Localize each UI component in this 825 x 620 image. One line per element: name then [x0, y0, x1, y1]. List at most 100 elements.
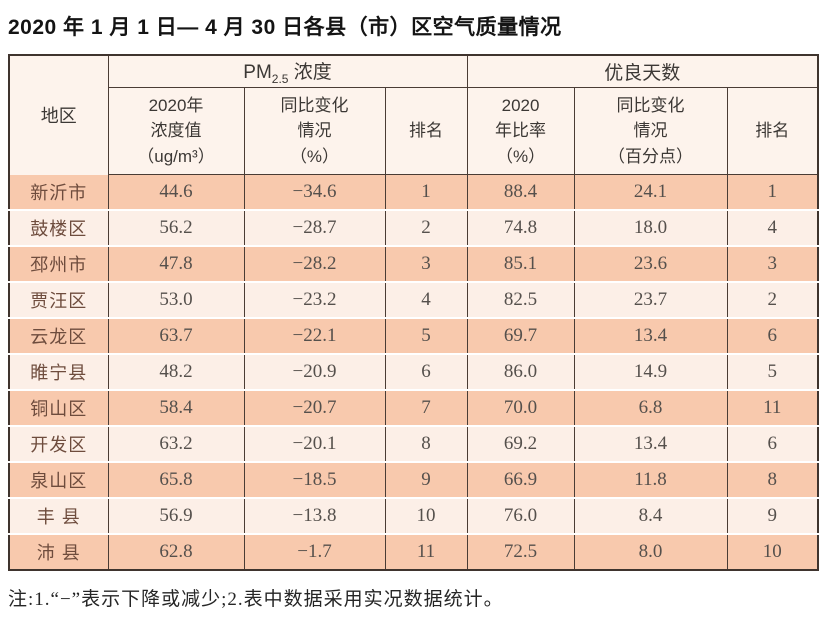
good-change-cell: 24.1 [573, 174, 728, 210]
good-rank-cell: 2 [726, 282, 819, 318]
table-row: 云龙区 63.7 −22.1 5 69.7 13.4 6 [8, 318, 819, 354]
good-rate-cell: 76.0 [466, 498, 575, 534]
region-cell: 睢宁县 [8, 354, 109, 390]
col-group-good-days: 优良天数 [466, 55, 819, 88]
table-row: 开发区 63.2 −20.1 8 69.2 13.4 6 [8, 426, 819, 462]
pm-change-cell: −22.1 [243, 318, 386, 354]
pm-rank-cell: 7 [384, 390, 468, 426]
pm25-label-subscript: 2.5 [271, 71, 289, 86]
pm-rank-cell: 10 [384, 498, 468, 534]
good-rate-cell: 66.9 [466, 462, 575, 498]
pm-value-cell: 44.6 [107, 174, 245, 210]
page-title: 2020 年 1 月 1 日— 4 月 30 日各县（市）区空气质量情况 [8, 16, 562, 39]
air-quality-table: 地区 PM2.5 浓度 优良天数 2020年 浓度值 （ug/m³） 同比变化 … [8, 54, 820, 571]
col-header-region: 地区 [8, 55, 109, 175]
pm-rank-cell: 11 [384, 534, 468, 570]
good-rate-cell: 88.4 [466, 174, 575, 210]
pm-change-cell: −13.8 [243, 498, 386, 534]
table-body: 新沂市 44.6 −34.6 1 88.4 24.1 1 鼓楼区 56.2 −28.7 2 74.8 1… [8, 174, 819, 570]
pm-rank-cell: 5 [384, 318, 468, 354]
pm-value-cell: 58.4 [107, 390, 245, 426]
col-header-pm-value: 2020年 浓度值 （ug/m³） [107, 87, 245, 175]
good-rank-cell: 10 [726, 534, 819, 570]
good-rank-cell: 5 [726, 354, 819, 390]
region-cell: 泉山区 [8, 462, 109, 498]
pm-rank-cell: 8 [384, 426, 468, 462]
pm25-label-rest: 浓度 [288, 62, 332, 84]
good-rate-cell: 72.5 [466, 534, 575, 570]
good-change-cell: 14.9 [573, 354, 728, 390]
good-rank-cell: 11 [726, 390, 819, 426]
col-header-good-rank: 排名 [726, 87, 819, 175]
region-cell: 云龙区 [8, 318, 109, 354]
pm-value-cell: 62.8 [107, 534, 245, 570]
region-cell: 邳州市 [8, 246, 109, 282]
table-row: 睢宁县 48.2 −20.9 6 86.0 14.9 5 [8, 354, 819, 390]
pm-rank-cell: 9 [384, 462, 468, 498]
pm-rank-cell: 2 [384, 210, 468, 246]
pm-change-cell: −20.7 [243, 390, 386, 426]
good-change-cell: 8.0 [573, 534, 728, 570]
region-cell: 沛 县 [8, 534, 109, 570]
group-header-row: 地区 PM2.5 浓度 优良天数 [8, 55, 819, 175]
region-cell: 新沂市 [8, 174, 109, 210]
good-rate-cell: 69.2 [466, 426, 575, 462]
good-rate-cell: 70.0 [466, 390, 575, 426]
pm-rank-cell: 1 [384, 174, 468, 210]
pm-change-cell: −28.7 [243, 210, 386, 246]
good-rank-cell: 6 [726, 426, 819, 462]
good-rate-cell: 85.1 [466, 246, 575, 282]
good-rank-cell: 1 [726, 174, 819, 210]
region-cell: 铜山区 [8, 390, 109, 426]
footnote: 注:1.“−”表示下降或减少;2.表中数据采用实况数据统计。 [8, 589, 504, 610]
table-row: 沛 县 62.8 −1.7 11 72.5 8.0 10 [8, 534, 819, 570]
region-cell: 鼓楼区 [8, 210, 109, 246]
pm-change-cell: −18.5 [243, 462, 386, 498]
pm-value-cell: 65.8 [107, 462, 245, 498]
col-header-good-change: 同比变化 情况 （百分点） [573, 87, 728, 175]
pm-value-cell: 48.2 [107, 354, 245, 390]
region-cell: 开发区 [8, 426, 109, 462]
sub-header-row: 2020年 浓度值 （ug/m³） 同比变化 情况 （%） 排名 2020 年比… [9, 87, 819, 175]
good-rank-cell: 3 [726, 246, 819, 282]
pm-value-cell: 56.9 [107, 498, 245, 534]
pm-change-cell: −1.7 [243, 534, 386, 570]
pm-change-cell: −28.2 [243, 246, 386, 282]
pm-change-cell: −20.1 [243, 426, 386, 462]
table-row: 泉山区 65.8 −18.5 9 66.9 11.8 8 [8, 462, 819, 498]
col-header-pm-change: 同比变化 情况 （%） [243, 87, 386, 175]
col-group-pm25: PM2.5 浓度 [107, 55, 468, 88]
table-row: 贾汪区 53.0 −23.2 4 82.5 23.7 2 [8, 282, 819, 318]
good-change-cell: 8.4 [573, 498, 728, 534]
good-change-cell: 13.4 [573, 426, 728, 462]
pm-change-cell: −20.9 [243, 354, 386, 390]
pm-change-cell: −34.6 [243, 174, 386, 210]
table-row: 新沂市 44.6 −34.6 1 88.4 24.1 1 [8, 174, 819, 210]
good-change-cell: 6.8 [573, 390, 728, 426]
col-header-pm-rank: 排名 [384, 87, 468, 175]
good-rank-cell: 6 [726, 318, 819, 354]
good-rate-cell: 82.5 [466, 282, 575, 318]
region-cell: 丰 县 [8, 498, 109, 534]
pm-rank-cell: 4 [384, 282, 468, 318]
good-change-cell: 18.0 [573, 210, 728, 246]
good-change-cell: 13.4 [573, 318, 728, 354]
pm-value-cell: 63.2 [107, 426, 245, 462]
good-rate-cell: 69.7 [466, 318, 575, 354]
table-row: 铜山区 58.4 −20.7 7 70.0 6.8 11 [8, 390, 819, 426]
pm-rank-cell: 3 [384, 246, 468, 282]
table-row: 丰 县 56.9 −13.8 10 76.0 8.4 9 [8, 498, 819, 534]
region-cell: 贾汪区 [8, 282, 109, 318]
table-row: 邳州市 47.8 −28.2 3 85.1 23.6 3 [8, 246, 819, 282]
pm25-label-prefix: PM [243, 62, 272, 84]
good-rank-cell: 4 [726, 210, 819, 246]
pm-rank-cell: 6 [384, 354, 468, 390]
good-change-cell: 23.7 [573, 282, 728, 318]
good-rank-cell: 8 [726, 462, 819, 498]
pm-change-cell: −23.2 [243, 282, 386, 318]
good-rank-cell: 9 [726, 498, 819, 534]
good-rate-cell: 86.0 [466, 354, 575, 390]
good-change-cell: 11.8 [573, 462, 728, 498]
col-header-good-rate: 2020 年比率 （%） [466, 87, 575, 175]
